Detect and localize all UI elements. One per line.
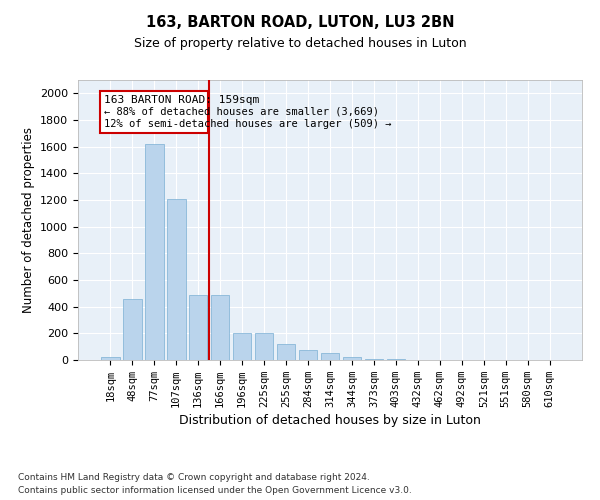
Bar: [123, 298, 142, 360]
Bar: [299, 350, 317, 360]
Y-axis label: Number of detached properties: Number of detached properties: [22, 127, 35, 313]
Text: 12% of semi-detached houses are larger (509) →: 12% of semi-detached houses are larger (…: [104, 118, 391, 128]
Text: 163 BARTON ROAD: 159sqm: 163 BARTON ROAD: 159sqm: [104, 96, 259, 106]
Text: Contains public sector information licensed under the Open Government Licence v3: Contains public sector information licen…: [18, 486, 412, 495]
Text: 163, BARTON ROAD, LUTON, LU3 2BN: 163, BARTON ROAD, LUTON, LU3 2BN: [146, 15, 454, 30]
Bar: [100, 90, 208, 134]
Bar: [233, 334, 251, 360]
Bar: [320, 354, 340, 360]
Bar: [255, 332, 274, 360]
Bar: [145, 144, 164, 360]
X-axis label: Distribution of detached houses by size in Luton: Distribution of detached houses by size …: [179, 414, 481, 427]
Bar: [167, 198, 185, 360]
Text: Contains HM Land Registry data © Crown copyright and database right 2024.: Contains HM Land Registry data © Crown c…: [18, 472, 370, 482]
Text: Size of property relative to detached houses in Luton: Size of property relative to detached ho…: [134, 38, 466, 51]
Bar: [211, 294, 229, 360]
Bar: [277, 344, 295, 360]
Bar: [101, 356, 119, 360]
Bar: [189, 294, 208, 360]
Text: ← 88% of detached houses are smaller (3,669): ← 88% of detached houses are smaller (3,…: [104, 106, 379, 117]
Bar: [343, 358, 361, 360]
